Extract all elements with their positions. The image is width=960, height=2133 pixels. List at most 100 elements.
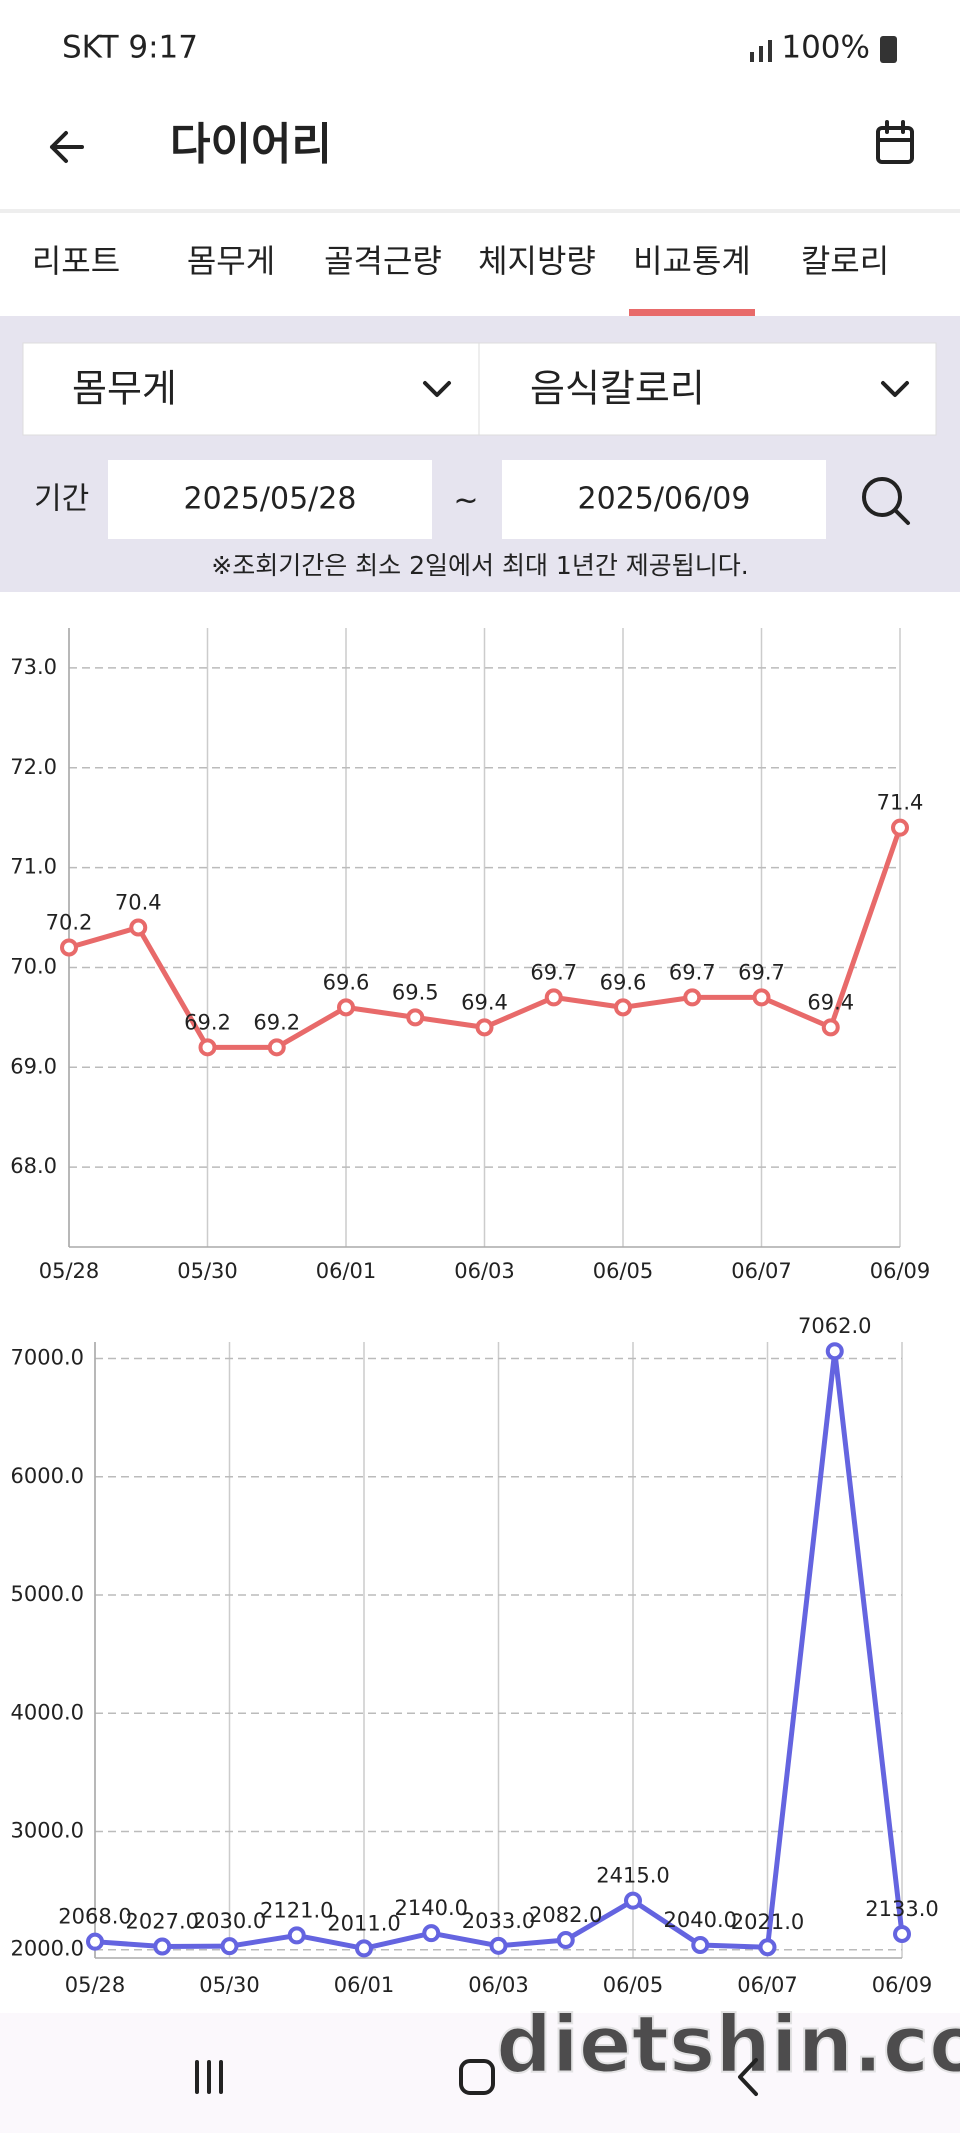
point xyxy=(544,988,563,1007)
search-button[interactable] xyxy=(862,477,910,525)
end-date: 2025/06/09 xyxy=(578,482,751,517)
back-button[interactable] xyxy=(50,131,84,163)
tab-bar: 리포트 몸무게 골격근량 체지방량 비교통계 칼로리 xyxy=(32,242,889,316)
x-tick-label: 06/01 xyxy=(316,1259,377,1283)
data-label: 69.6 xyxy=(323,970,370,994)
y-tick-label: 72.0 xyxy=(10,755,57,779)
data-label: 2030.0 xyxy=(193,1909,266,1933)
chevron xyxy=(881,381,909,397)
data-label: 69.2 xyxy=(184,1010,231,1034)
point xyxy=(614,998,632,1017)
point xyxy=(287,1926,306,1945)
point xyxy=(691,1935,710,1954)
y-tick-label: 70.0 xyxy=(10,954,57,978)
x-tick-label: 05/30 xyxy=(177,1259,238,1283)
status-time: SKT 9:17 xyxy=(62,30,198,66)
y-tick-label: 7000.0 xyxy=(11,1346,84,1370)
y-tick-label: 68.0 xyxy=(10,1154,57,1178)
recent-apps-button[interactable] xyxy=(195,2060,223,2094)
point xyxy=(556,1931,575,1950)
left-dropdown-text: 몸무게 xyxy=(72,367,177,411)
x-tick-label: 06/07 xyxy=(737,1973,798,1997)
x-tick-label: 06/03 xyxy=(454,1259,515,1283)
left-dropdown[interactable] xyxy=(22,342,480,436)
x-tick-label: 06/07 xyxy=(731,1259,792,1283)
tab[interactable]: 리포트 xyxy=(32,242,120,280)
nav-bar xyxy=(0,2013,960,2133)
point xyxy=(475,1018,494,1037)
point xyxy=(406,1008,425,1027)
data-label: 69.7 xyxy=(738,960,785,984)
header-title: 다이어리 xyxy=(170,119,332,170)
watermark: dietshin.com xyxy=(496,2000,960,2090)
period-label: 기간 xyxy=(34,482,89,517)
data-label: 2033.0 xyxy=(462,1909,535,1933)
data-label: 69.4 xyxy=(807,990,854,1014)
x-tick-label: 06/09 xyxy=(872,1973,933,1997)
y-tick-label: 3000.0 xyxy=(11,1818,84,1842)
point xyxy=(153,1937,172,1956)
x-tick-label: 06/05 xyxy=(603,1973,664,1997)
x-tick-label: 05/28 xyxy=(65,1973,126,1997)
tab[interactable]: 골격근량 xyxy=(324,242,442,280)
data-label: 2415.0 xyxy=(596,1864,669,1888)
point xyxy=(60,938,78,957)
data-label: 69.7 xyxy=(530,960,577,984)
x-tick-label: 05/28 xyxy=(39,1259,100,1283)
data-label: 7062.0 xyxy=(798,1314,871,1338)
back-nav-button[interactable] xyxy=(738,2058,758,2096)
point xyxy=(752,988,771,1007)
data-label: 2140.0 xyxy=(395,1896,468,1920)
data-label: 2133.0 xyxy=(865,1897,938,1921)
start-date-input[interactable] xyxy=(108,460,432,539)
data-label: 2011.0 xyxy=(327,1911,400,1935)
tab[interactable]: 칼로리 xyxy=(801,242,889,280)
tab[interactable]: 체지방량 xyxy=(478,242,596,280)
point xyxy=(683,988,702,1007)
point xyxy=(337,998,355,1017)
x-tick-label: 05/30 xyxy=(199,1973,260,1997)
tab-indicator xyxy=(629,309,755,316)
calendar-button[interactable] xyxy=(876,120,914,164)
data-label: 69.7 xyxy=(669,960,716,984)
point xyxy=(825,1342,844,1361)
point xyxy=(198,1038,217,1057)
end-date-input[interactable] xyxy=(502,460,826,539)
charts: 05/28 05/30 06/01 06/03 06/05 06/07 06/09 68.0 6… xyxy=(10,628,939,1997)
point xyxy=(267,1038,286,1057)
tab[interactable]: 비교통계 xyxy=(633,242,751,280)
x-tick-label: 06/05 xyxy=(593,1259,654,1283)
y-tick-label: 5000.0 xyxy=(11,1582,84,1606)
point xyxy=(220,1937,239,1956)
data-label: 70.4 xyxy=(115,891,162,915)
x-tick-label: 06/01 xyxy=(334,1973,395,1997)
data-label: 69.6 xyxy=(600,970,647,994)
point xyxy=(86,1932,104,1951)
date-separator: ~ xyxy=(453,484,478,519)
chevron xyxy=(423,381,451,397)
point xyxy=(422,1924,441,1943)
point xyxy=(624,1891,642,1910)
right-dropdown[interactable] xyxy=(478,342,937,436)
data-label: 70.2 xyxy=(46,910,93,934)
point xyxy=(758,1938,777,1957)
y-tick-label: 4000.0 xyxy=(11,1700,84,1724)
tab[interactable]: 몸무게 xyxy=(187,242,275,280)
signal-icon xyxy=(750,40,772,62)
data-label: 69.2 xyxy=(253,1010,300,1034)
point xyxy=(355,1939,373,1958)
data-label: 69.5 xyxy=(392,980,439,1004)
home-button[interactable] xyxy=(459,2059,495,2095)
point xyxy=(893,1924,911,1943)
y-tick-label: 71.0 xyxy=(10,855,57,879)
x-tick-label: 06/09 xyxy=(870,1259,931,1283)
data-label: 2040.0 xyxy=(664,1908,737,1932)
start-date: 2025/05/28 xyxy=(184,482,357,517)
data-label: 2021.0 xyxy=(731,1910,804,1934)
y-tick-label: 69.0 xyxy=(10,1054,57,1078)
point xyxy=(891,818,909,837)
battery-text: 100% xyxy=(781,30,870,66)
data-label: 2082.0 xyxy=(529,1903,602,1927)
